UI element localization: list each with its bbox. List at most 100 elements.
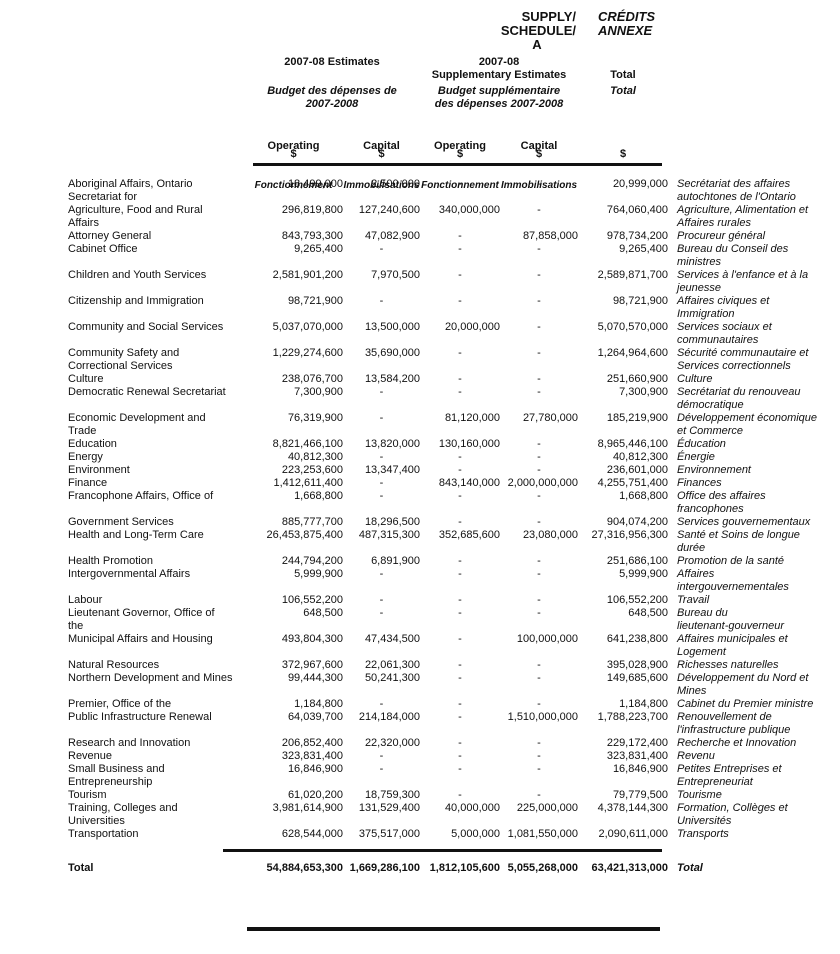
ministry-name-fr: Affaires intergouvernementales [677,568,789,593]
capital-amount: - [379,607,384,619]
ministry-name-en: Health and Long-Term Care [68,529,204,541]
total-amount: 323,831,400 [606,750,668,762]
operating-amount: 843,793,300 [281,230,343,242]
supplementary-capital-amount: - [537,438,541,450]
document-title: SUPPLY/ SCHEDULE/ A CRÉDITS ANNEXE [498,10,678,52]
table-row: Francophone Affairs, Office of 1,668,800… [68,490,839,516]
operating-amount: 2,581,901,200 [272,269,343,281]
supplementary-capital-amount: 87,858,000 [522,230,578,242]
ministry-name-fr: Services sociaux et communautaires [677,321,772,346]
total-amount: 1,264,964,600 [597,347,668,359]
operating-amount: 106,552,200 [281,594,343,606]
operating-amount: 1,229,274,600 [272,347,343,359]
ministry-name-fr: Transports [677,828,729,840]
header-estimates-fr: Budget des dépenses de 2007-2008 [267,85,397,110]
header-supplementary-en: 2007-08 Supplementary Estimates [431,56,567,81]
ministry-name-en: Government Services [68,516,174,528]
supplementary-operating-amount: - [458,373,462,385]
operating-amount: 26,453,875,400 [266,529,343,541]
operating-amount: 223,253,600 [281,464,343,476]
capital-amount: - [379,386,384,398]
ministry-name-fr: Bureau du lieutenant-gouverneur [677,607,785,632]
operating-amount: 493,804,300 [281,633,343,645]
supplementary-capital-amount: - [537,659,541,671]
operating-amount: 372,967,600 [281,659,343,671]
header-supplementary-fr: Budget supplémentaire des dépenses 2007-… [434,85,564,110]
supplementary-capital-amount: 2,000,000,000 [507,477,578,489]
capital-amount: - [379,594,384,606]
operating-amount: 98,721,900 [287,295,343,307]
supplementary-capital-amount: - [537,243,541,255]
table-row: Finance 1,412,611,400 - 843,140,000 2,00… [68,477,839,490]
supplementary-capital-amount: - [537,594,541,606]
table-row: Health Promotion 244,794,200 6,891,900 -… [68,555,839,568]
table-row: Attorney General 843,793,300 47,082,900 … [68,230,839,243]
ministry-name-fr: Sécurité communautaire et Services corre… [677,347,809,372]
ministry-name-fr: Procureur général [677,230,766,242]
title-english: SUPPLY/ SCHEDULE/ A [498,10,576,52]
ministry-name-fr: Office des affaires francophones [677,490,766,515]
capital-label-fr: Immobilisations [343,180,420,191]
ministry-name-fr: Services gouvernementaux [677,516,811,528]
currency-row: $ $ $ $ $ [68,148,839,163]
estimates-table: 2007-08 Estimates 2007-08 Supplementary … [68,56,839,931]
table-body: Aboriginal Affairs, Ontario Secretariat … [68,178,839,841]
ministry-name-fr: Santé et Soins de longue durée [677,529,800,554]
operating-amount: 61,020,200 [287,789,343,801]
capital-label-fr: Immobilisations [500,180,578,191]
table-row: Community Safety and Correctional Servic… [68,347,839,373]
ministry-name-en: Community Safety and Correctional Servic… [68,347,180,372]
ministry-name-en: Lieutenant Governor, Office of the [68,607,215,632]
supplementary-capital-amount: - [537,269,541,281]
table-row: Municipal Affairs and Housing 493,804,30… [68,633,839,659]
supplementary-operating-amount: - [458,607,462,619]
operating-amount: 244,794,200 [281,555,343,567]
table-row: Training, Colleges and Universities 3,98… [68,802,839,828]
supplementary-capital-amount: - [537,490,541,502]
total-amount: 251,686,100 [606,555,668,567]
supplementary-operating-amount: 130,160,000 [438,438,500,450]
table-row: Community and Social Services 5,037,070,… [68,321,839,347]
total-amount: 2,589,871,700 [597,269,668,281]
subtotal-rule [223,849,662,852]
operating-amount: 648,500 [303,607,343,619]
capital-amount: 47,434,500 [364,633,420,645]
supplementary-operating-amount: - [458,295,462,307]
ministry-name-fr: Tourisme [677,789,722,801]
total-amount: 904,074,200 [606,516,668,528]
ministry-name-en: Culture [68,373,104,385]
table-row: Transportation 628,544,000 375,517,000 5… [68,828,839,841]
title-line-credits: CRÉDITS [598,9,656,24]
supplementary-capital-amount: - [537,789,541,801]
header-operating-2: Operating Fonctionnement [420,114,500,191]
table-row: Tourism 61,020,200 18,759,300 - - 79,779… [68,789,839,802]
supplementary-capital-amount: 225,000,000 [516,802,578,814]
capital-amount: 18,759,300 [364,789,420,801]
total-amount: 4,255,751,400 [597,477,668,489]
ministry-name-fr: Secrétariat des affaires autochtones de … [677,178,796,203]
table-row: Research and Innovation 206,852,400 22,3… [68,737,839,750]
capital-amount: 13,347,400 [364,464,420,476]
table-row: Cabinet Office 9,265,400 - - - 9,265,400… [68,243,839,269]
supplementary-capital-amount: - [537,607,541,619]
total-amount: 1,668,800 [619,490,668,502]
total-amount: 229,172,400 [606,737,668,749]
supplementary-capital-amount: 100,000,000 [516,633,578,645]
capital-amount: - [379,451,384,463]
ministry-name-fr: Renouvellement de l'infrastructure publi… [677,711,791,736]
column-group-header-en: 2007-08 Estimates 2007-08 Supplementary … [68,56,839,82]
ministry-name-fr: Affaires civiques et Immigration [677,295,770,320]
operating-amount: 296,819,800 [281,204,343,216]
supplementary-operating-amount: - [458,750,462,762]
capital-amount: - [379,698,384,710]
capital-amount: 13,584,200 [364,373,420,385]
column-subheaders: Operating Fonctionnement Capital Immobil… [68,114,839,191]
header-spacer [68,148,244,163]
title-line-supply: SUPPLY/ [521,9,576,24]
total-supplementary-operating: 1,812,105,600 [429,862,500,874]
capital-label-en: Capital [520,140,558,152]
header-spacer [68,56,244,82]
total-amount: 4,378,144,300 [597,802,668,814]
total-amount: 149,685,600 [606,672,668,684]
